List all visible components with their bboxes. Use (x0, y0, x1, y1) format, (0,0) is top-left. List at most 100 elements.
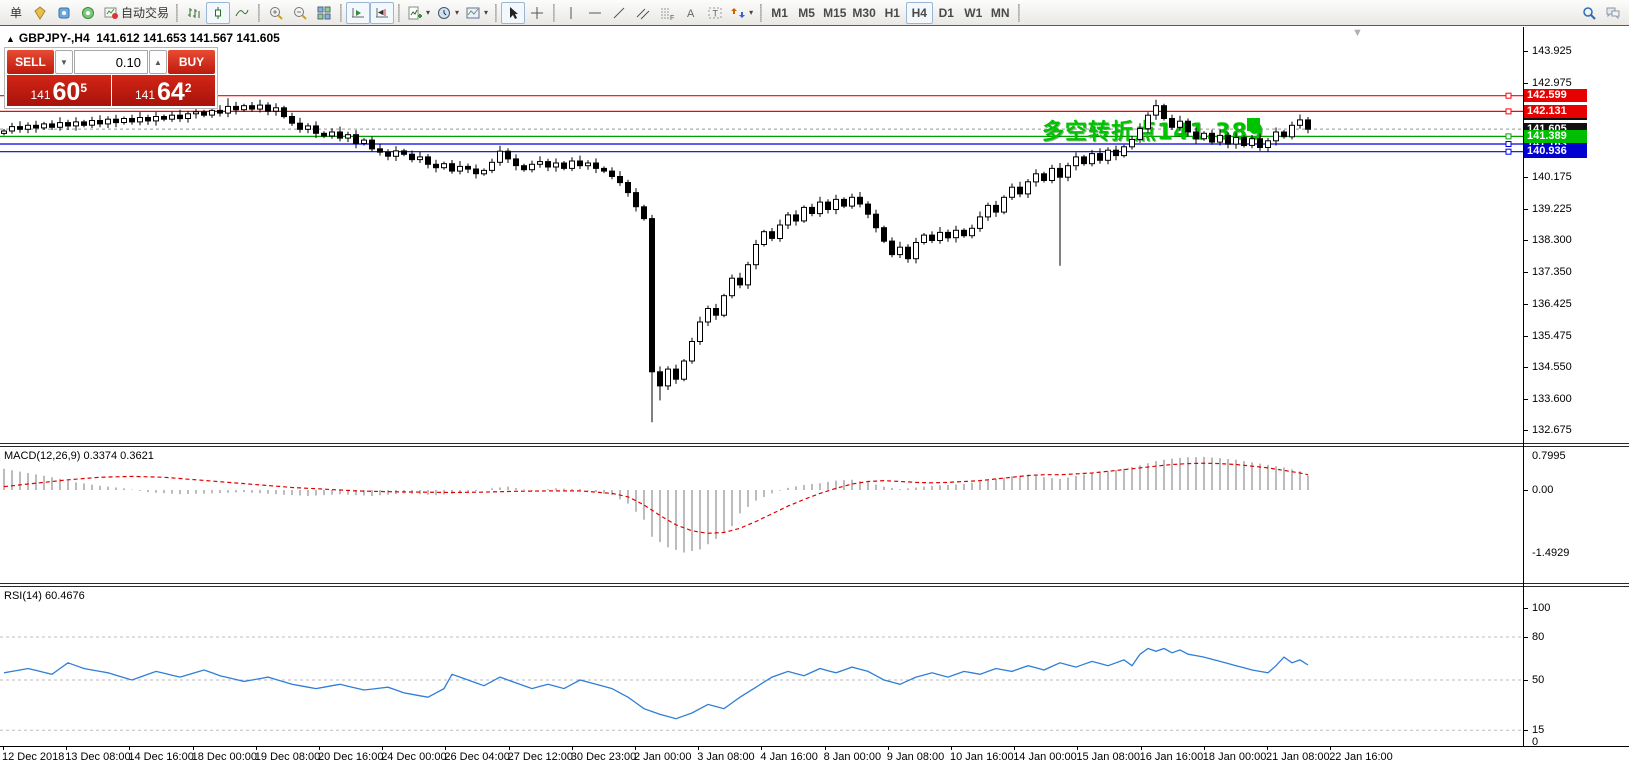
metaeditor-button[interactable] (28, 2, 52, 24)
time-tick (1330, 747, 1332, 750)
price-tick-label: 134.550 (1532, 360, 1572, 373)
auto-scroll-button[interactable] (346, 1, 371, 24)
price-label-142.599: 142.599 (1524, 89, 1587, 103)
timeframe-h4-label: H4 (911, 5, 927, 20)
toolbar-right-group (1577, 2, 1625, 24)
macd-pane-splitter[interactable] (0, 443, 1629, 447)
chart-shift-marker-icon[interactable]: ▼ (1352, 27, 1363, 39)
time-tick-label: 10 Jan 16:00 (950, 751, 1014, 763)
macd-tick-label: -1.4929 (1532, 547, 1570, 560)
axis-tick (1523, 366, 1528, 368)
zoom-out-button[interactable] (288, 2, 312, 24)
toolbar-separator (258, 3, 261, 22)
one-click-trading-panel: SELL ▼ ▲ BUY 141 60 5 141 64 2 (5, 48, 217, 108)
volume-input[interactable] (74, 50, 148, 74)
text-button[interactable]: A (679, 2, 703, 24)
autotrading-button[interactable]: 自动交易 (100, 2, 172, 24)
cursor-button[interactable] (501, 1, 526, 24)
rsi-pane-splitter[interactable] (0, 583, 1629, 587)
pivot-line-handle[interactable] (1505, 133, 1512, 140)
time-tick (951, 747, 952, 750)
autotrading-button-label: 自动交易 (121, 6, 170, 20)
time-tick (382, 747, 384, 750)
timeframe-mn-label: MN (990, 5, 1010, 20)
periods-button[interactable]: ▾ (433, 2, 462, 24)
macd-chart[interactable] (0, 449, 1523, 583)
chart-shift-button[interactable] (370, 1, 395, 24)
indicators-button[interactable]: ▾ (404, 2, 433, 24)
toolbar-separator (340, 3, 343, 22)
channel-icon (635, 5, 651, 21)
dropdown-arrow-icon: ▾ (749, 8, 754, 17)
bar-chart-icon (186, 5, 202, 21)
chat-button[interactable] (1601, 2, 1625, 24)
timeframe-mn[interactable]: MN (987, 2, 1014, 24)
support-line-1-handle[interactable] (1505, 141, 1512, 147)
bar-chart-button[interactable] (182, 2, 206, 24)
search-icon (1581, 5, 1597, 21)
search-button[interactable] (1577, 2, 1601, 24)
price-tick-label: 132.675 (1532, 423, 1572, 436)
timeframe-w1[interactable]: W1 (960, 2, 987, 24)
support-line-2-handle[interactable] (1505, 148, 1512, 155)
fibonacci-icon: F (659, 5, 675, 21)
vertical-line-button[interactable] (559, 2, 583, 24)
label-button[interactable]: T (703, 2, 727, 24)
template-icon (465, 5, 481, 21)
price-tick-label: 136.425 (1532, 297, 1572, 310)
chart-ohlc-title: ▲ GBPJPY-,H4 141.612 141.653 141.567 141.… (6, 31, 280, 45)
new-order-button[interactable]: 单 (4, 2, 28, 24)
timeframe-h1[interactable]: H1 (879, 2, 906, 24)
axis-tick (1523, 209, 1528, 211)
price-label-141.389: 141.389 (1524, 129, 1587, 143)
equidistant-channel-button[interactable] (631, 2, 655, 24)
zoom-out-icon (292, 5, 308, 21)
time-tick (887, 747, 889, 750)
timeframe-m30[interactable]: M30 (849, 2, 878, 24)
volume-increase-button[interactable]: ▲ (149, 50, 167, 74)
resistance-line-1-handle[interactable] (1505, 92, 1512, 99)
line-chart-button[interactable] (230, 2, 254, 24)
templates-button[interactable]: ▾ (462, 2, 491, 24)
time-tick-label: 9 Jan 08:00 (886, 751, 945, 763)
toolbar-separator (553, 3, 556, 22)
timeframe-m15[interactable]: M15 (820, 2, 849, 24)
timeframe-m1[interactable]: M1 (766, 2, 793, 24)
toolbar: 单 自动交易 ▾ ▾ ▾ F A T ▾ M1 M5 M15 M30 H1 H4 D1 W1 MN (0, 0, 1629, 26)
resistance-line-2-handle[interactable] (1505, 108, 1512, 115)
rsi-chart[interactable] (0, 588, 1523, 746)
price-axis-border (1523, 27, 1524, 746)
time-tick (508, 747, 510, 750)
volume-decrease-button[interactable]: ▼ (55, 50, 73, 74)
timeframe-h4[interactable]: H4 (905, 1, 933, 24)
toolbar-separator (495, 3, 498, 22)
buy-signal-marker[interactable] (1247, 118, 1260, 131)
crosshair-button[interactable] (525, 2, 549, 24)
trendline-button[interactable] (607, 2, 631, 24)
dropdown-arrow-icon: ▾ (426, 8, 431, 17)
buy-price-display[interactable]: 141 64 2 (111, 75, 215, 106)
time-tick-label: 8 Jan 00:00 (823, 751, 882, 763)
metaeditor-icon (32, 5, 48, 21)
time-tick (3, 747, 4, 750)
sell-button[interactable]: SELL (7, 50, 54, 74)
fibonacci-button[interactable]: F (655, 2, 679, 24)
arrows-button[interactable]: ▾ (727, 2, 756, 24)
tile-windows-button[interactable] (312, 2, 336, 24)
rsi-tick-label: 50 (1532, 674, 1545, 686)
time-tick (445, 747, 447, 750)
time-tick-label: 21 Jan 08:00 (1266, 751, 1330, 763)
candlestick-chart[interactable] (0, 27, 1523, 444)
signals-button[interactable] (76, 2, 100, 24)
up-arrow-icon: ▲ (154, 57, 162, 67)
buy-button[interactable]: BUY (168, 50, 215, 74)
candlestick-chart-button[interactable] (206, 1, 231, 24)
price-tick-label: 143.925 (1532, 45, 1572, 57)
sell-price-display[interactable]: 141 60 5 (7, 75, 111, 106)
terminal-button[interactable] (52, 2, 76, 24)
timeframe-d1[interactable]: D1 (933, 2, 960, 24)
horizontal-line-button[interactable] (583, 2, 607, 24)
timeframe-m5[interactable]: M5 (793, 2, 820, 24)
zoom-in-button[interactable] (264, 2, 288, 24)
axis-tick (1523, 240, 1528, 242)
